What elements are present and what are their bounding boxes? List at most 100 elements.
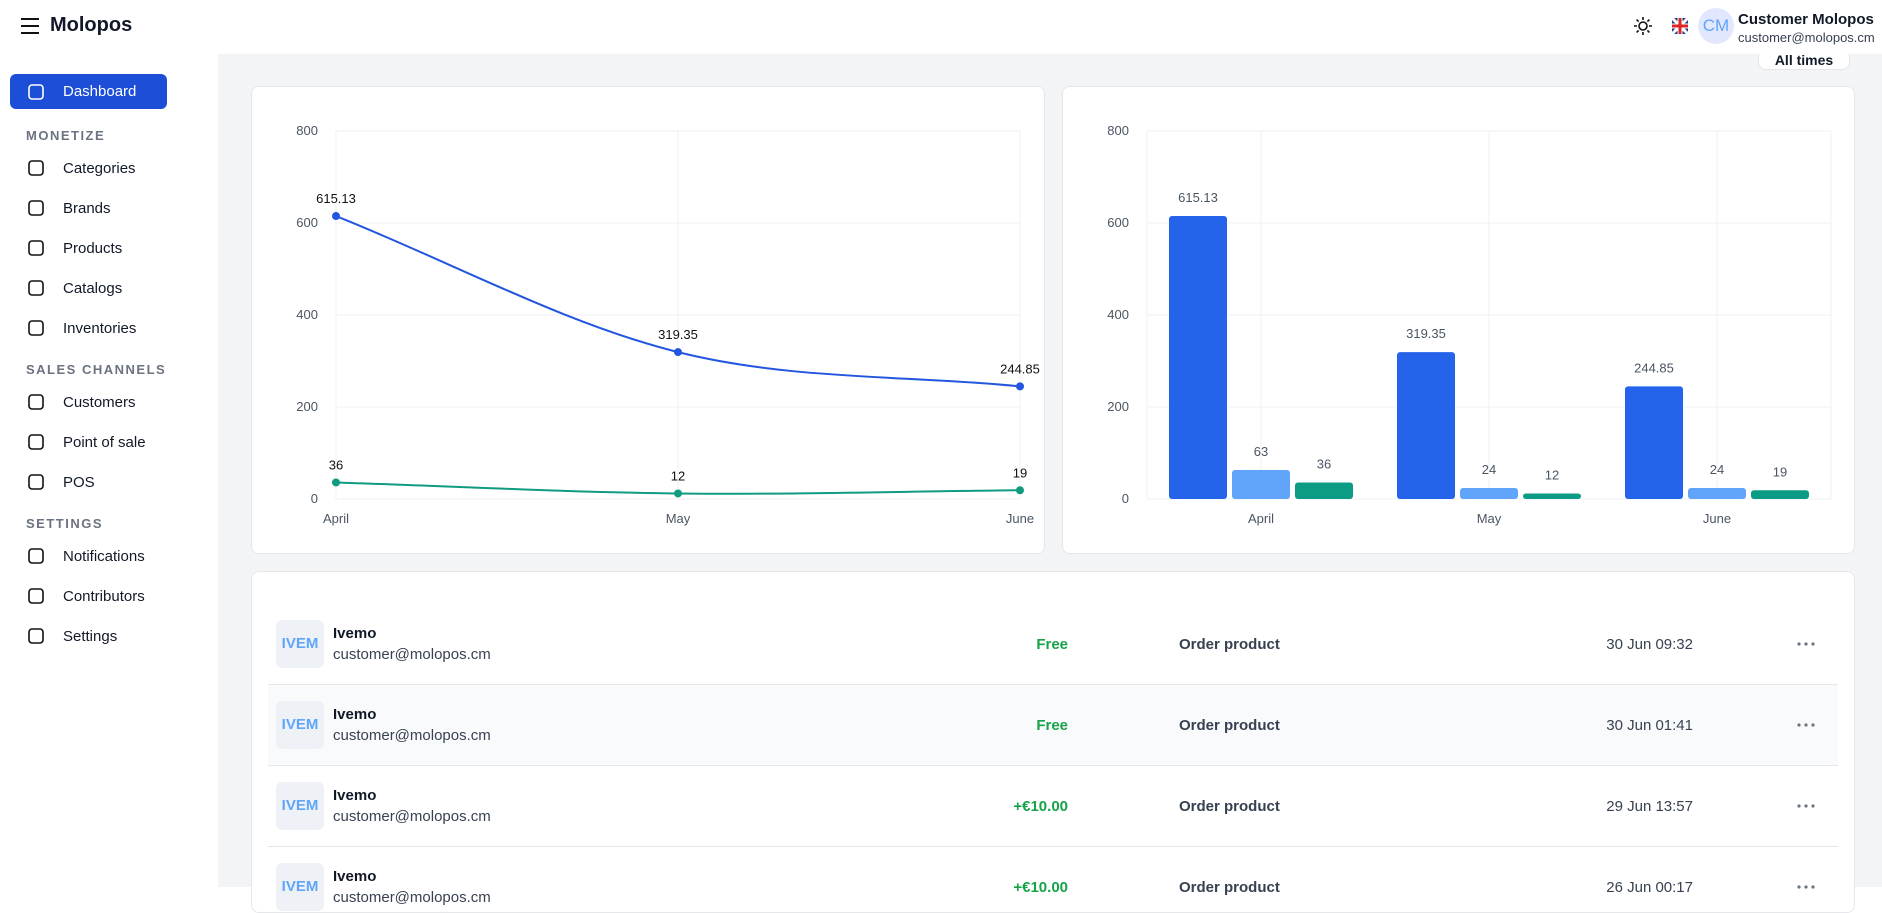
amount: +€10.00: [1013, 879, 1068, 896]
section-title: MONETIZE: [26, 128, 106, 143]
filter-label: All times: [1774, 52, 1834, 68]
line-point: [1016, 486, 1024, 495]
nav-label: Brands: [63, 199, 111, 217]
customer-email: customer@molopos.cm: [333, 646, 491, 663]
timestamp: 29 Jun 13:57: [1606, 798, 1693, 815]
dot: [1804, 642, 1808, 646]
data-label: 615.13: [1178, 190, 1218, 205]
icon-shape: [28, 434, 44, 450]
table-row[interactable]: IVEM Ivemo customer@molopos.cm Free Order pr…: [268, 685, 1838, 766]
nav-icon: [28, 200, 44, 216]
sidebar: Dashboard MONETIZE Categories Brands Product…: [0, 54, 218, 887]
nav-icon: [28, 548, 44, 564]
theme-toggle[interactable]: [1633, 16, 1653, 36]
nav-icon: [28, 83, 44, 100]
icon-shape: [28, 320, 44, 336]
nav-item[interactable]: Settings: [26, 626, 117, 646]
x-tick-label: May: [666, 511, 691, 526]
data-label: 19: [1773, 464, 1787, 479]
row-avatar: IVEM: [276, 863, 324, 911]
amount: Free: [1036, 636, 1068, 653]
nav-active[interactable]: Dashboard: [10, 74, 167, 109]
nav-item[interactable]: Point of sale: [26, 432, 146, 452]
dot: [1804, 885, 1808, 889]
section-title: SETTINGS: [26, 516, 104, 531]
language-flag[interactable]: [1672, 18, 1688, 34]
icon-shape: [28, 548, 44, 564]
icon-shape: [28, 628, 44, 644]
nav-icon: [28, 474, 44, 490]
nav-icon: [28, 160, 44, 176]
row-menu[interactable]: [1796, 641, 1816, 647]
nav-label: Categories: [63, 159, 136, 177]
chart: 0 200 400 600 800 April May June 615.13 319.35 244…: [1107, 123, 1832, 526]
bar: [1169, 216, 1227, 499]
customer-name: Ivemo: [333, 787, 377, 804]
chart: 0 200 400 600 800 April May June 615.13 319.35 244…: [296, 123, 1040, 526]
data-label: 615.13: [316, 191, 356, 206]
nav-item[interactable]: Notifications: [26, 546, 145, 566]
dot: [1797, 885, 1801, 889]
line-point: [1016, 382, 1024, 391]
customer-name: Ivemo: [333, 625, 377, 642]
section-title: SALES CHANNELS: [26, 362, 167, 377]
bar: [1397, 352, 1455, 499]
line-point: [332, 478, 340, 487]
nav-label: Contributors: [63, 587, 145, 605]
row-menu[interactable]: [1796, 722, 1816, 728]
row-menu[interactable]: [1796, 803, 1816, 809]
customer-name: Ivemo: [333, 868, 377, 885]
dot: [1797, 642, 1801, 646]
brand: Molopos: [50, 14, 133, 36]
bar: [1625, 386, 1683, 499]
nav-item[interactable]: Contributors: [26, 586, 145, 606]
nav-item[interactable]: Catalogs: [26, 278, 122, 298]
nav-label: POS: [63, 473, 95, 491]
nav-item[interactable]: Products: [26, 238, 122, 258]
table-row[interactable]: IVEM Ivemo customer@molopos.cm +€10.00 Order…: [268, 847, 1838, 912]
nav-item[interactable]: Brands: [26, 198, 111, 218]
customer-email: customer@molopos.cm: [333, 727, 491, 744]
nav-item[interactable]: Customers: [26, 392, 136, 412]
table-row[interactable]: IVEM Ivemo customer@molopos.cm +€10.00 Order…: [268, 766, 1838, 847]
amount: Free: [1036, 717, 1068, 734]
table-row[interactable]: IVEM Ivemo customer@molopos.cm Free Order pr…: [268, 604, 1838, 685]
data-label: 24: [1482, 462, 1496, 477]
row-menu[interactable]: [1796, 884, 1816, 890]
y-tick-label: 0: [1122, 491, 1129, 506]
customer-email: customer@molopos.cm: [333, 808, 491, 825]
x-tick-label: May: [1477, 511, 1502, 526]
data-label: 12: [671, 468, 685, 483]
icon-shape: [28, 160, 44, 176]
nav-item[interactable]: Inventories: [26, 318, 136, 338]
bar: [1523, 493, 1581, 499]
y-tick-label: 600: [296, 215, 318, 230]
nav-icon: [28, 320, 44, 336]
customer-email: customer@molopos.cm: [333, 889, 491, 906]
data-label: 12: [1545, 467, 1559, 482]
activity-type: Order product: [1179, 798, 1280, 815]
y-tick-label: 0: [311, 491, 318, 506]
nav-label: Catalogs: [63, 279, 123, 297]
data-label: 36: [329, 457, 343, 472]
amount: +€10.00: [1013, 798, 1068, 815]
data-label: 244.85: [1000, 361, 1040, 376]
header: Molopos CM Customer Molopos customer@mol…: [0, 0, 1882, 54]
y-tick-label: 200: [296, 399, 318, 414]
nav-item[interactable]: Categories: [26, 158, 136, 178]
dot: [1804, 723, 1808, 727]
avatar[interactable]: CM: [1698, 8, 1734, 44]
chart-card: 0 200 400 600 800 April May June 615.13 319.35 244…: [251, 86, 1045, 554]
icon-shape: [28, 83, 44, 100]
y-tick-label: 800: [296, 123, 318, 138]
main-area: All times 0 200 400 600 800 April May June 615.1…: [218, 40, 1882, 913]
nav-label: Products: [63, 239, 123, 257]
dot: [1804, 804, 1808, 808]
dot: [1811, 885, 1815, 889]
timestamp: 26 Jun 00:17: [1606, 879, 1693, 896]
icon-shape: [28, 474, 44, 490]
menu-icon[interactable]: [19, 16, 41, 36]
nav-item[interactable]: POS: [26, 472, 95, 492]
data-label: 244.85: [1634, 360, 1674, 375]
y-tick-label: 400: [1107, 307, 1129, 322]
